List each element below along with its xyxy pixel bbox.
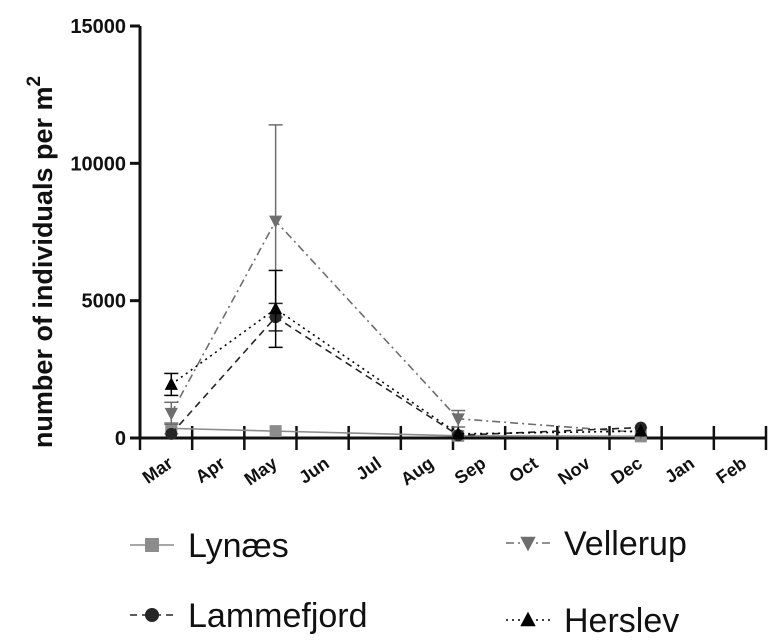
legend-item-lammefjord: Lammefjord <box>130 597 368 635</box>
x-tick-label: Oct <box>505 453 541 487</box>
data-point <box>634 423 648 437</box>
legend-label: Lynæs <box>188 527 289 565</box>
data-point <box>451 413 465 426</box>
series-lammefjord <box>165 302 647 442</box>
y-axis-label-text: number of individuals per m <box>28 87 58 449</box>
legend-marker <box>145 538 159 552</box>
series-herslev <box>164 269 648 440</box>
data-point <box>164 377 178 390</box>
data-point <box>164 407 178 421</box>
x-tick-label: Jun <box>295 453 333 488</box>
legend-item-herslev: Herslev <box>506 602 679 640</box>
data-point <box>269 425 282 438</box>
x-tick-label: Aug <box>397 453 437 489</box>
series-layer <box>164 124 648 443</box>
data-point <box>165 427 178 440</box>
legend-label: Lammefjord <box>188 597 368 635</box>
legend-label: Herslev <box>564 602 679 640</box>
y-tick-label: 5000 <box>82 291 127 313</box>
x-tick-label: Dec <box>607 453 646 488</box>
legend: Lynæs Vellerup Lammefjord Herslev <box>130 525 687 640</box>
y-tick-label: 15000 <box>70 16 126 38</box>
axes: 0 5000 10000 15000 Mar Apr May Jun Jul Aug Sep Oct N… <box>70 16 768 489</box>
x-tick-label: Sep <box>451 453 490 488</box>
x-tick-label: Mar <box>139 453 177 488</box>
legend-item-lynæs: Lynæs <box>130 527 289 565</box>
data-point <box>269 301 283 315</box>
x-tick-label: Jan <box>661 453 698 487</box>
series-line <box>170 316 641 437</box>
series-vellerup <box>164 124 648 440</box>
series-line <box>170 219 641 434</box>
legend-label: Vellerup <box>564 525 687 563</box>
data-point <box>269 215 283 229</box>
y-tick-label: 10000 <box>70 153 126 175</box>
data-point <box>451 426 465 440</box>
x-tick-label: Apr <box>192 453 229 487</box>
x-tick-label: Jul <box>352 453 385 484</box>
y-axis-label: number of individuals per m2 <box>24 76 58 448</box>
series-line <box>171 427 641 438</box>
x-tick-label: Feb <box>713 453 751 488</box>
legend-marker <box>145 608 159 622</box>
legend-marker <box>520 611 536 627</box>
legend-item-vellerup: Vellerup <box>506 525 687 563</box>
x-tick-label: May <box>241 453 281 489</box>
x-tick-label: Nov <box>554 453 593 489</box>
series-line <box>170 307 641 435</box>
y-tick-label: 0 <box>115 428 126 450</box>
legend-marker <box>520 536 536 552</box>
y-axis-label-superscript: 2 <box>24 76 45 87</box>
